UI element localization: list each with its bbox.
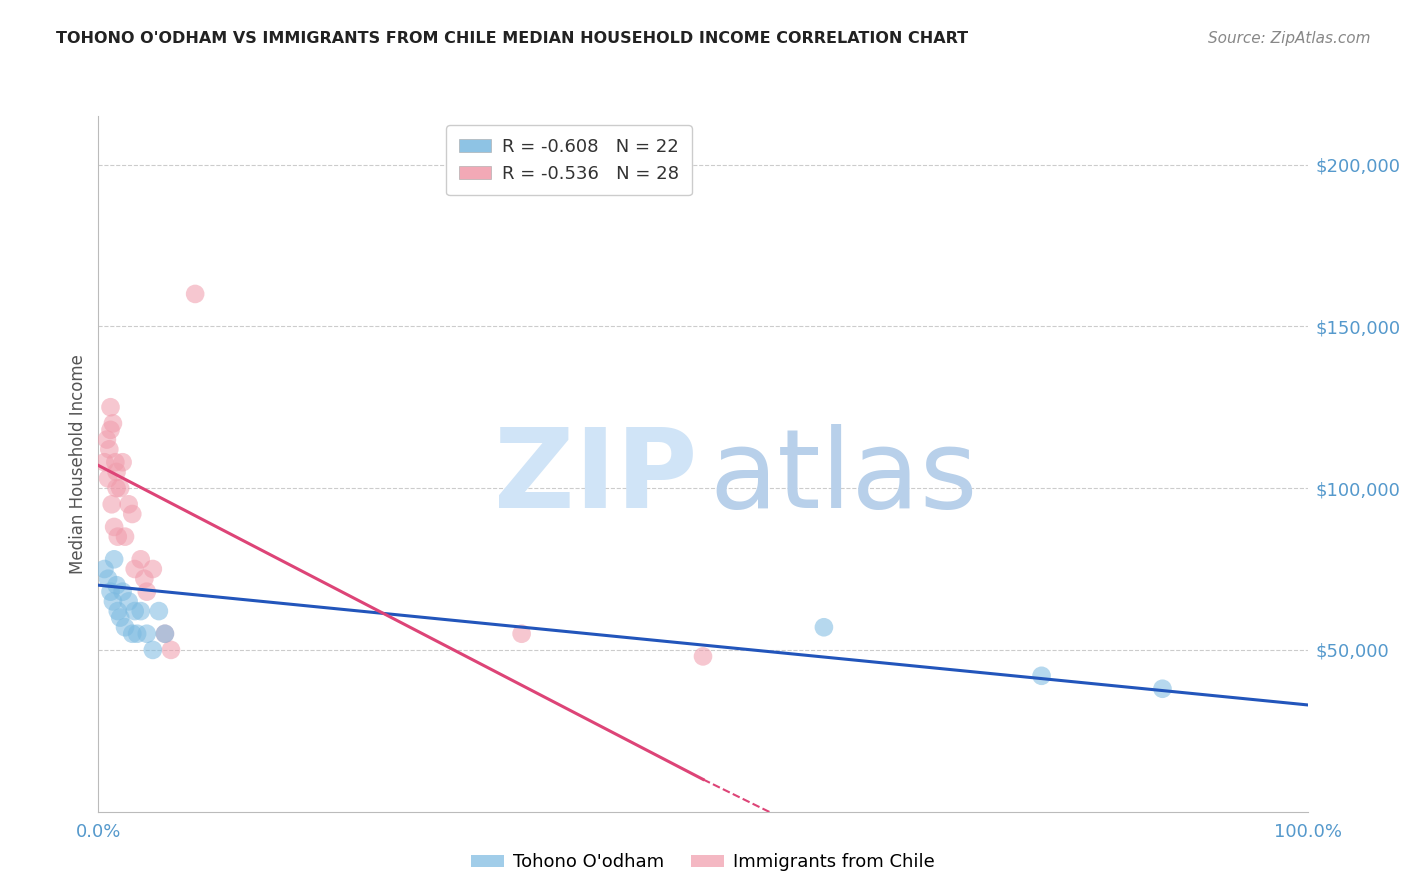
Point [105,465,128,479]
Legend: R = -0.608   N = 22, R = -0.536   N = 28: R = -0.608 N = 22, R = -0.536 N = 28 [446,125,692,195]
Y-axis label: Median Household Income: Median Household Income [69,354,87,574]
Point [129,552,152,566]
Point [124,562,146,576]
Point [100,423,122,437]
Point [127,626,149,640]
Point [105,481,128,495]
Point [101,594,124,608]
Point [121,626,143,640]
Point [142,562,165,576]
Text: Source: ZipAtlas.com: Source: ZipAtlas.com [1208,31,1371,46]
Point [135,626,157,640]
Point [104,455,127,469]
Point [160,643,183,657]
Point [134,572,156,586]
Point [124,604,146,618]
Point [96,433,118,447]
Point [1031,669,1053,683]
Point [107,604,129,618]
Point [100,401,122,415]
Point [93,455,115,469]
Point [121,507,143,521]
Point [184,287,207,301]
Point [148,604,170,618]
Point [107,530,129,544]
Legend: Tohono O'odham, Immigrants from Chile: Tohono O'odham, Immigrants from Chile [464,847,942,879]
Point [813,620,835,634]
Point [153,626,176,640]
Point [108,481,131,495]
Text: atlas: atlas [709,425,977,532]
Point [111,584,134,599]
Point [103,520,125,534]
Text: TOHONO O'ODHAM VS IMMIGRANTS FROM CHILE MEDIAN HOUSEHOLD INCOME CORRELATION CHAR: TOHONO O'ODHAM VS IMMIGRANTS FROM CHILE … [56,31,969,46]
Point [153,626,176,640]
Point [510,626,533,640]
Text: ZIP: ZIP [494,425,697,532]
Point [93,562,115,576]
Point [118,594,141,608]
Point [100,497,122,511]
Point [135,584,157,599]
Point [111,455,134,469]
Point [114,530,136,544]
Point [118,497,141,511]
Point [129,604,152,618]
Point [103,552,125,566]
Point [101,417,124,431]
Point [97,471,120,485]
Point [114,620,136,634]
Point [100,584,122,599]
Point [1152,681,1174,696]
Point [692,649,714,664]
Point [142,643,165,657]
Point [108,610,131,624]
Point [97,572,120,586]
Point [98,442,121,457]
Point [105,578,128,592]
